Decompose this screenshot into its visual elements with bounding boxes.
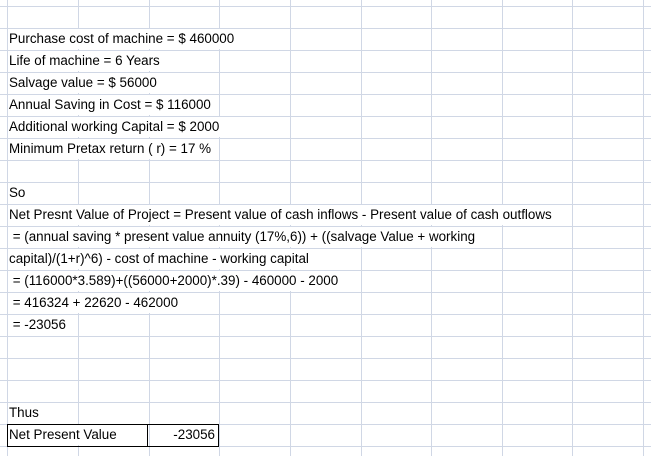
text-line: Salvage value = $ 56000: [9, 73, 160, 93]
result-label: Net Present Value: [9, 425, 120, 445]
text-line: capital)/(1+r)^6) - cost of machine - wo…: [9, 249, 312, 269]
text-line: = (116000*3.589)+((56000+2000)*.39) - 46…: [9, 271, 342, 291]
text-line: = 416324 + 22620 - 462000: [9, 293, 182, 313]
text-line: = (annual saving * present value annuity…: [9, 227, 479, 247]
text-line: Life of machine = 6 Years: [9, 51, 163, 71]
text-line: So: [9, 183, 29, 203]
text-line: Minimum Pretax return ( r) = 17 %: [9, 139, 215, 159]
value-border: [147, 424, 219, 447]
result-value: -23056: [173, 427, 215, 442]
text-line: Annual Saving in Cost = $ 116000: [9, 95, 214, 115]
text-line: Additional working Capital = $ 2000: [9, 117, 223, 137]
text-line: Purchase cost of machine = $ 460000: [9, 29, 238, 49]
text-line: = -23056: [9, 315, 69, 335]
text-line: Net Presnt Value of Project = Present va…: [9, 205, 555, 225]
text-line: Thus: [9, 403, 42, 423]
